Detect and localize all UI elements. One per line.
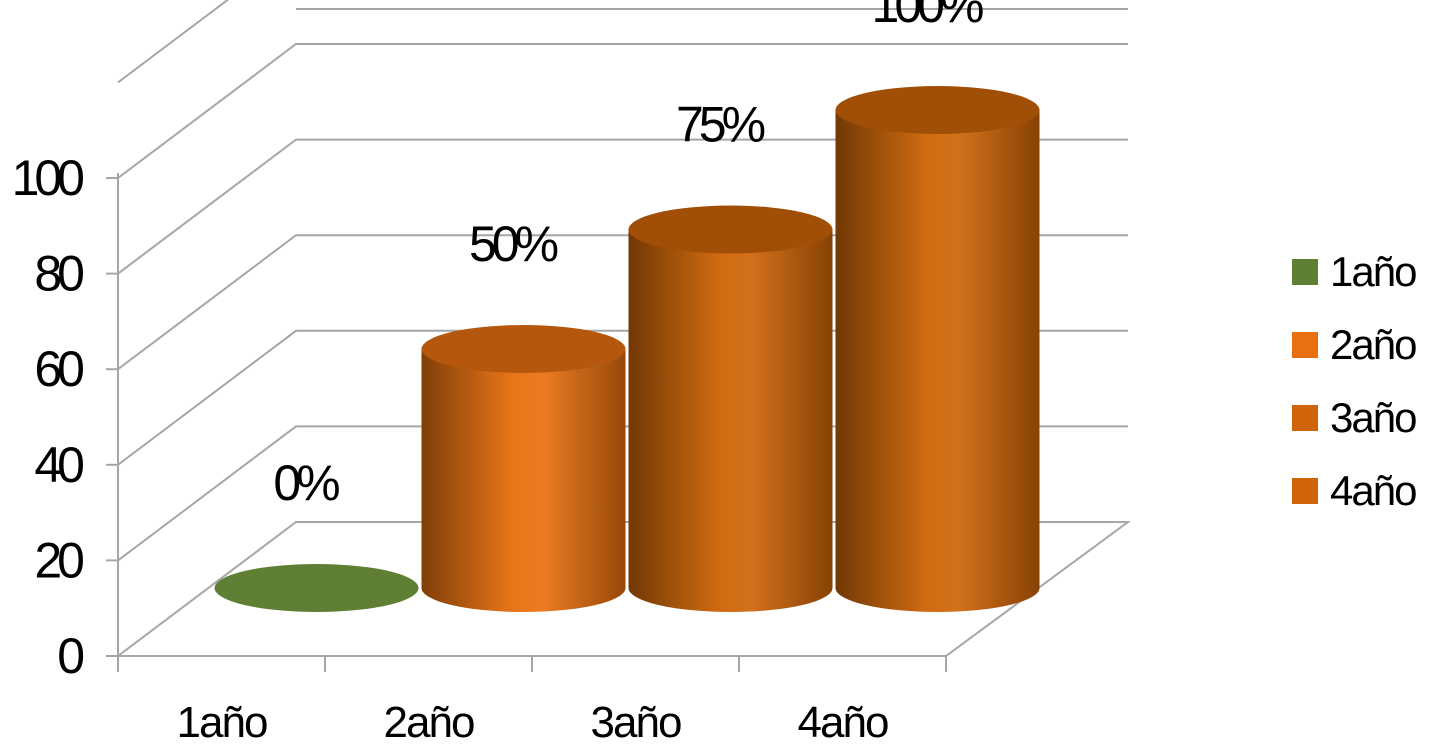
legend-label: 4año	[1330, 467, 1416, 514]
legend-item: 2año	[1292, 321, 1416, 368]
y-tick-label: 60	[34, 341, 83, 397]
bar-3	[629, 206, 833, 613]
data-label: 100%	[872, 0, 983, 33]
data-label: 0%	[273, 455, 339, 511]
legend-label: 3año	[1330, 394, 1416, 441]
data-label: 50%	[469, 216, 558, 272]
bars	[215, 86, 1040, 612]
bar-top	[215, 564, 419, 612]
legend-item: 3año	[1292, 394, 1416, 441]
legend-label: 1año	[1330, 248, 1416, 295]
x-tick-labels: 1año 2año 3año 4año	[177, 698, 888, 742]
bar-1	[215, 564, 419, 612]
data-label: 75%	[676, 97, 765, 153]
bar-top	[836, 86, 1040, 134]
y-tick-label: 0	[57, 628, 83, 684]
bar-body	[629, 230, 833, 613]
x-tick-label: 2año	[384, 698, 474, 742]
legend-item: 4año	[1292, 467, 1416, 514]
y-tick-label: 20	[34, 532, 83, 588]
y-tick-label: 100	[12, 150, 84, 206]
bar-body	[836, 110, 1040, 612]
x-tick-label: 3año	[591, 698, 681, 742]
y-tick-label: 40	[34, 437, 83, 493]
legend-swatch	[1292, 259, 1318, 285]
y-tick-labels: 0 20 40 60 80 100	[12, 150, 84, 684]
legend-swatch	[1292, 478, 1318, 504]
legend: 1año 2año 3año 4año	[1292, 248, 1416, 514]
bar-4	[836, 86, 1040, 612]
legend-swatch	[1292, 405, 1318, 431]
bar-2	[422, 325, 626, 612]
bar-top	[629, 206, 833, 254]
x-tick-label: 1año	[177, 698, 267, 742]
bar-top	[422, 325, 626, 373]
legend-item: 1año	[1292, 248, 1416, 295]
x-tick-label: 4año	[798, 698, 888, 742]
legend-swatch	[1292, 332, 1318, 358]
y-tick-label: 80	[34, 246, 83, 302]
legend-label: 2año	[1330, 321, 1416, 368]
bar-body	[422, 349, 626, 612]
